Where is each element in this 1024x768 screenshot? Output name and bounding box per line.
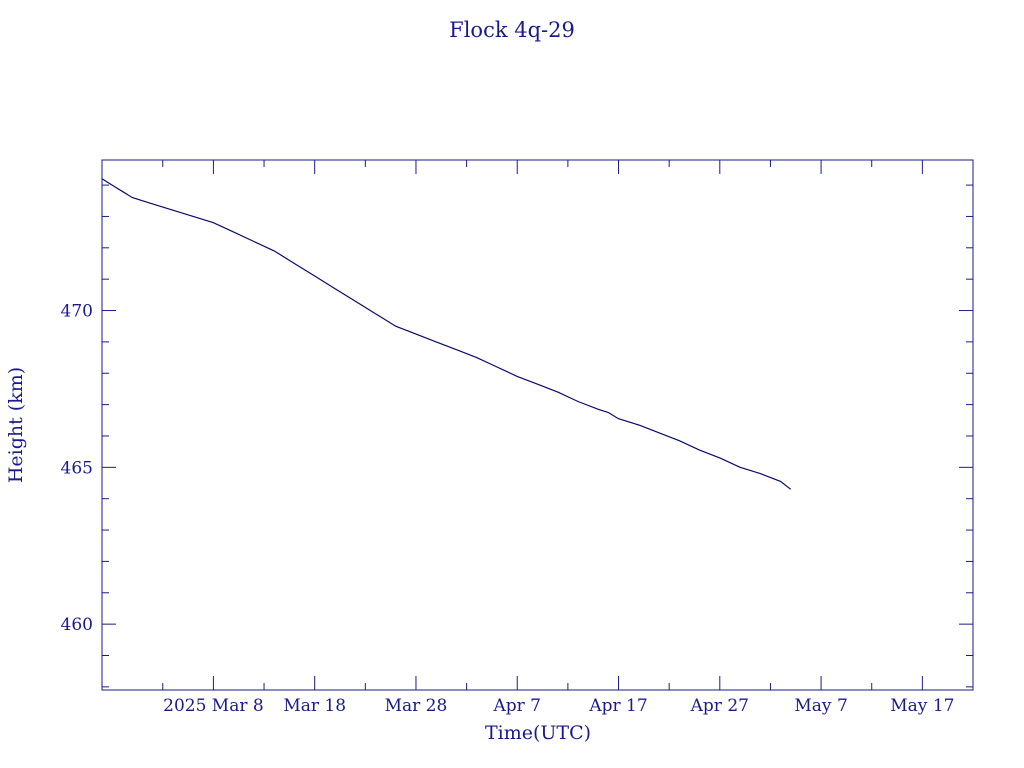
x-tick-label: May 17 [890,696,954,716]
x-tick-label: Apr 27 [690,696,749,716]
series-layer [101,178,792,490]
x-tick-label: Mar 18 [283,696,346,716]
chart-title: Flock 4q-29 [449,18,575,42]
y-tick-label: 465 [61,458,93,478]
plot-frame [101,159,974,691]
x-tick-label: Mar 28 [385,696,448,716]
x-axis-label: Time(UTC) [485,722,591,744]
y-tick-label: 460 [61,615,93,635]
x-tick-label: May 7 [794,696,847,716]
y-axis: 460 465 470 [61,184,973,688]
x-tick-label: Apr 7 [492,696,541,716]
y-tick-label: 470 [61,302,93,322]
x-axis: 2025 Mar 8 Mar 18 Mar 28 Apr 7 Apr 17 Apr 27 M… [162,160,954,716]
x-tick-label: Apr 17 [588,696,647,716]
y-axis-label: Height (km) [5,367,27,483]
x-tick-label: 2025 Mar 8 [163,696,264,716]
series-line [101,178,792,490]
